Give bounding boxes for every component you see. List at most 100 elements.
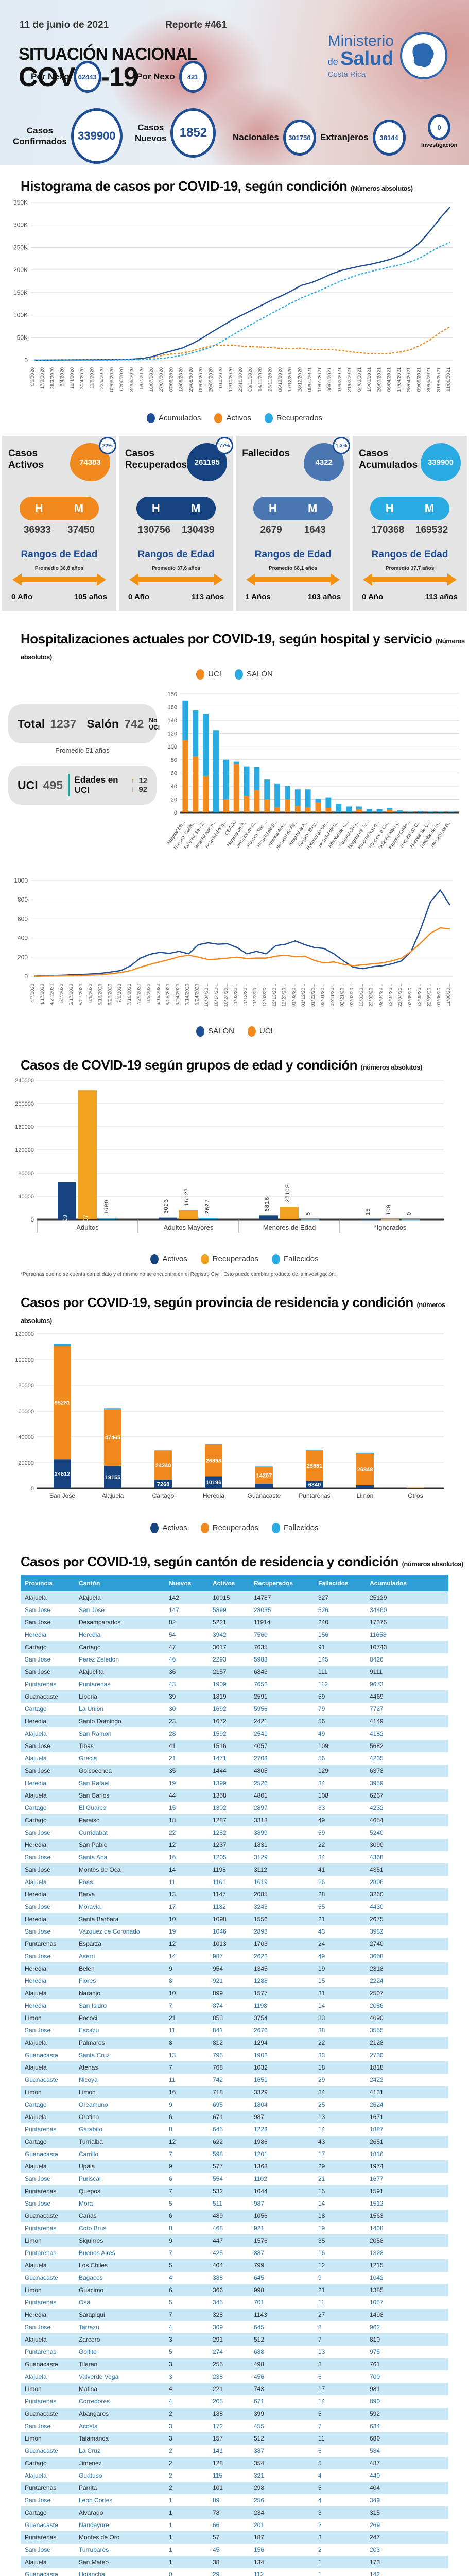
table-cell: 19	[318, 1965, 325, 1972]
table-cell: San Jose	[25, 2027, 51, 2034]
table-cell: 1	[318, 2571, 322, 2576]
legend-dot-icon	[200, 1523, 209, 1533]
table-cell: Alajuela	[25, 2336, 47, 2343]
age-max: 113 años	[191, 592, 224, 601]
table-cell: 83	[318, 2014, 325, 2022]
table-cell: Limon	[25, 2237, 42, 2244]
svg-text:6340: 6340	[308, 1482, 321, 1488]
svg-text:120000: 120000	[15, 1331, 34, 1337]
svg-text:11/5/2020: 11/5/2020	[89, 367, 95, 389]
provincia-chart: 120000 100000 80000 60000 40000 20000 0 24612 95…	[0, 1329, 469, 1519]
table-cell: 1013	[213, 1940, 227, 1947]
table-cell: 921	[213, 1977, 223, 1985]
table-cell: 680	[370, 2435, 380, 2442]
svg-text:4/27/2020: 4/27/2020	[49, 984, 55, 1005]
legend-item-uci: UCI	[196, 669, 221, 680]
svg-text:25651: 25651	[307, 1463, 323, 1469]
legend-item-salón: SALÓN	[196, 1026, 234, 1037]
rangos-title: Rangos de Edad	[21, 549, 98, 560]
table-cell: Osa	[79, 2299, 91, 2306]
table-cell: 0	[169, 2571, 172, 2576]
edad-min-uci: 12	[138, 776, 147, 785]
table-row: San Jose Montes de Oca 14 1198 3112 41 4351	[21, 1863, 448, 1876]
edad-footnote: *Personas que no se cuenta con el dato y…	[21, 1272, 336, 1277]
table-cell: Cañas	[79, 2212, 97, 2219]
table-row: Cartago Paraiso 18 1287 3318 49 4654	[21, 1814, 448, 1826]
hosp-total-pill: Total 1237 Salón 742 No UCI	[8, 704, 160, 743]
table-cell: Alajuela	[25, 1792, 47, 1799]
table-cell: 49	[318, 1817, 325, 1824]
edad-title: Casos de COVID-19 según grupos de edad y…	[21, 1057, 358, 1073]
histograma-title: Histograma de casos por COVID-19, según …	[21, 178, 348, 194]
table-cell: 36	[169, 1668, 176, 1675]
table-cell: 2	[169, 2484, 172, 2492]
svg-text:16/07/2020: 16/07/2020	[149, 367, 154, 392]
hosp-summary-panel: Total 1237 Salón 742 No UCI Promedio 51 …	[5, 689, 160, 874]
table-cell: 1042	[370, 2274, 384, 2281]
table-cell: 2806	[370, 1878, 384, 1886]
card-title: Casos Activos	[8, 448, 44, 470]
svg-text:10/04/20...: 10/04/20...	[204, 984, 210, 1007]
svg-text:140: 140	[168, 718, 177, 724]
svg-text:100000: 100000	[15, 1357, 34, 1363]
table-cell: 812	[213, 2039, 223, 2046]
table-cell: 3	[169, 2435, 172, 2442]
table-row: Alajuela San Mateo 1 38 134 1 173	[21, 2556, 448, 2568]
table-cell: 795	[213, 2052, 223, 2059]
table-cell: 172	[213, 2422, 223, 2430]
table-cell: 238	[213, 2373, 223, 2380]
table-cell: 2541	[254, 1730, 268, 1737]
table-cell: 743	[254, 2385, 265, 2393]
prov-subtitle: (números absolutos)	[21, 1301, 445, 1325]
table-cell: 55	[318, 1903, 325, 1910]
svg-text:9/14/2020: 9/14/2020	[185, 984, 190, 1005]
table-cell: 8	[169, 1977, 172, 1985]
card-h-value: 2679	[260, 524, 282, 535]
table-cell: 4368	[370, 1854, 384, 1861]
table-cell: San Jose	[79, 1606, 105, 1614]
table-cell: Tibas	[79, 1742, 94, 1750]
svg-text:02/05/20...: 02/05/20...	[407, 984, 413, 1007]
table-cell: Cartago	[25, 2138, 47, 2145]
table-cell: Golfito	[79, 2348, 97, 2355]
table-cell: 1368	[254, 2163, 268, 2170]
section-provincia: Casos por COVID-19, según provincia de r…	[0, 1281, 469, 1540]
table-cell: 5	[318, 2410, 322, 2417]
table-cell: Alajuela	[25, 1990, 47, 1997]
table-cell: 7	[169, 2311, 172, 2318]
promedio-label: Promedio 36,8 años	[34, 566, 84, 571]
svg-text:22/5/2020: 22/5/2020	[99, 367, 105, 389]
table-row: Heredia Sarapiqui 7 328 1143 27 1498	[21, 2309, 448, 2321]
rangos-title: Rangos de Edad	[254, 549, 332, 560]
table-row: San Jose Goicoechea 35 1444 4805 129 6378	[21, 1765, 448, 1777]
table-cell: 19	[169, 1780, 176, 1787]
svg-text:07/08/2020: 07/08/2020	[168, 367, 174, 392]
logo-word-ministerio: Ministerio	[327, 32, 394, 49]
table-cell: Heredia	[25, 1916, 47, 1923]
svg-text:800: 800	[18, 896, 28, 903]
table-cell: 8	[318, 2361, 322, 2368]
casos-nuevos: Casos Nuevos 1852	[135, 108, 216, 158]
table-row: Heredia San Rafael 19 1399 2526 34 3959	[21, 1777, 448, 1789]
table-cell: 456	[254, 2373, 265, 2380]
table-cell: 366	[213, 2286, 223, 2294]
svg-text:Puntarenas: Puntarenas	[299, 1492, 330, 1499]
table-cell: 1516	[213, 1742, 227, 1750]
svg-text:8/15/2020: 8/15/2020	[155, 984, 161, 1005]
table-cell: Leon Cortes	[79, 2497, 113, 2504]
table-cell: 43	[318, 2138, 325, 2145]
table-cell: Guanacaste	[25, 2447, 58, 2454]
table-cell: Guanacaste	[25, 2052, 58, 2059]
nacionales-value: 301756	[283, 120, 316, 156]
table-cell: 1385	[370, 2286, 384, 2294]
table-cell: Guanacaste	[25, 2410, 58, 2417]
table-cell: Cartago	[25, 2460, 47, 2467]
age-max: 105 años	[74, 592, 107, 601]
table-cell: 577	[213, 2163, 223, 2170]
svg-text:9/04/2020: 9/04/2020	[175, 984, 181, 1005]
table-cell: Abangares	[79, 2410, 109, 2417]
table-cell: Alajuela	[25, 2064, 47, 2071]
svg-text:100: 100	[168, 744, 177, 750]
promedio-label: Promedio 68,1 años	[268, 566, 318, 571]
